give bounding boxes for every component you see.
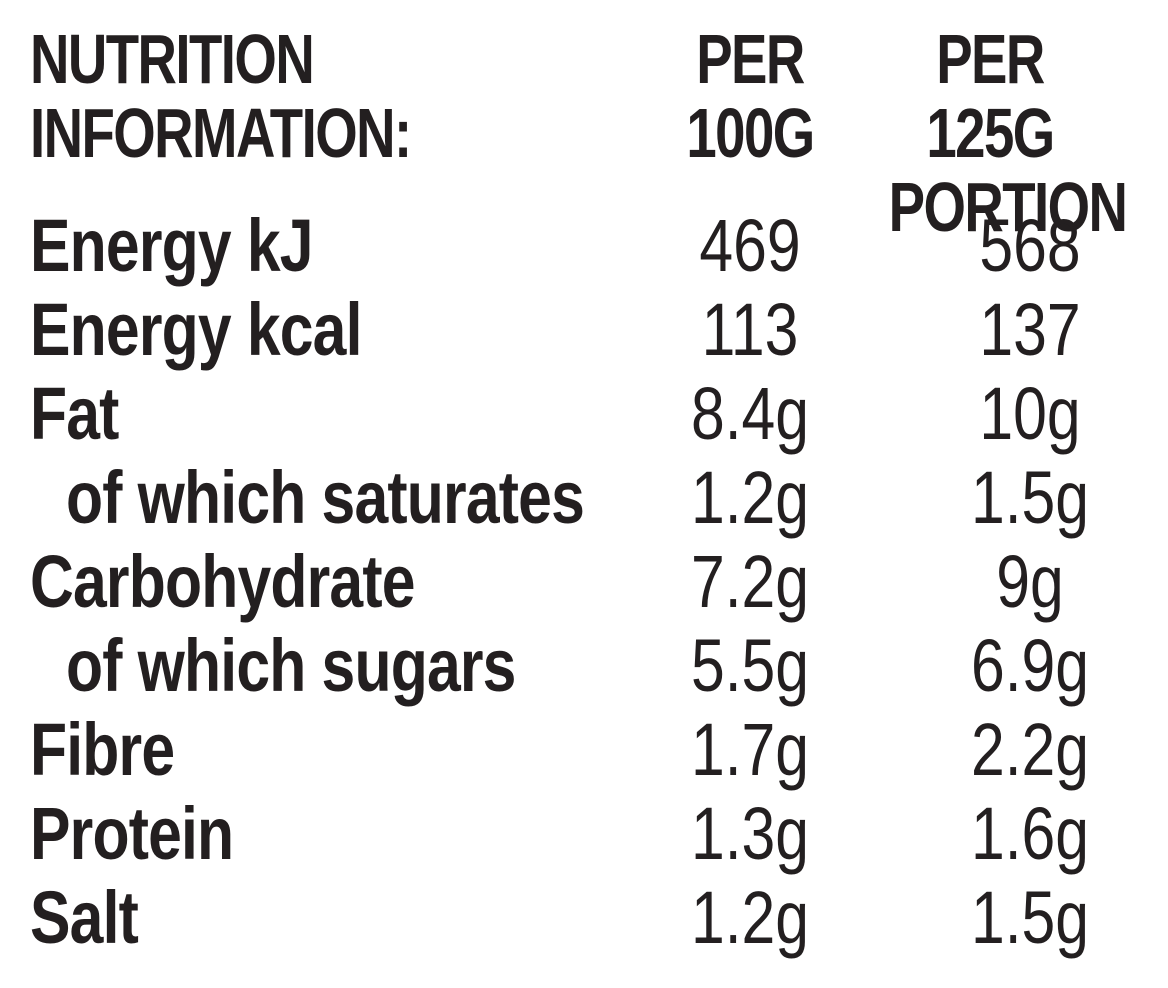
nutrient-label: Fibre: [30, 708, 175, 791]
value-per-100g: 5.5g: [690, 624, 810, 707]
nutrient-label: Carbohydrate: [30, 540, 415, 623]
nutrition-title: NUTRITION INFORMATION:: [30, 20, 412, 172]
value-per-portion: 6.9g: [970, 624, 1090, 707]
nutrient-label: Salt: [30, 876, 139, 959]
per-portion-heading: PER 125G PORTION: [888, 20, 1128, 246]
value-per-100g: 1.7g: [690, 708, 810, 791]
nutrient-row-fat: Fat 8.4g 10g: [30, 372, 1140, 456]
value-per-portion: 1.5g: [970, 456, 1090, 539]
value-per-portion: 568: [979, 204, 1081, 287]
nutrient-label: Fat: [30, 372, 119, 455]
value-per-portion: 10g: [979, 372, 1081, 455]
value-per-100g: 7.2g: [690, 540, 810, 623]
per-100g-heading: PER 100G: [686, 20, 815, 172]
value-per-100g: 1.2g: [690, 876, 810, 959]
value-per-portion: 1.6g: [970, 792, 1090, 875]
value-per-portion: 137: [979, 288, 1081, 371]
nutrient-row-saturates: of which saturates 1.2g 1.5g: [30, 456, 1140, 540]
nutrition-table: Energy kJ 469 568 Energy kcal 113 137 Fa…: [30, 204, 1140, 960]
nutrient-row-energy-kj: Energy kJ 469 568: [30, 204, 1140, 288]
value-per-portion: 1.5g: [970, 876, 1090, 959]
nutrient-row-fibre: Fibre 1.7g 2.2g: [30, 708, 1140, 792]
value-per-100g: 113: [701, 288, 799, 371]
value-per-100g: 1.3g: [690, 792, 810, 875]
value-per-100g: 1.2g: [690, 456, 810, 539]
nutrient-row-sugars: of which sugars 5.5g 6.9g: [30, 624, 1140, 708]
nutrition-header: NUTRITION INFORMATION: PER 100G PER 125G…: [30, 20, 1140, 244]
nutrient-row-protein: Protein 1.3g 1.6g: [30, 792, 1140, 876]
nutrient-row-carbohydrate: Carbohydrate 7.2g 9g: [30, 540, 1140, 624]
nutrient-label: Energy kcal: [30, 288, 362, 371]
value-per-portion: 9g: [996, 540, 1064, 623]
nutrient-row-energy-kcal: Energy kcal 113 137: [30, 288, 1140, 372]
nutrient-label: Protein: [30, 792, 234, 875]
nutrient-row-salt: Salt 1.2g 1.5g: [30, 876, 1140, 960]
value-per-100g: 469: [699, 204, 801, 287]
nutrient-label: of which sugars: [66, 624, 516, 707]
value-per-100g: 8.4g: [690, 372, 810, 455]
nutrient-label: of which saturates: [66, 456, 585, 539]
value-per-portion: 2.2g: [970, 708, 1090, 791]
nutrient-label: Energy kJ: [30, 204, 314, 287]
